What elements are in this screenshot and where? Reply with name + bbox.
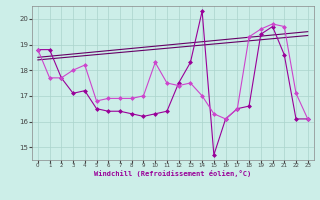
X-axis label: Windchill (Refroidissement éolien,°C): Windchill (Refroidissement éolien,°C) xyxy=(94,170,252,177)
